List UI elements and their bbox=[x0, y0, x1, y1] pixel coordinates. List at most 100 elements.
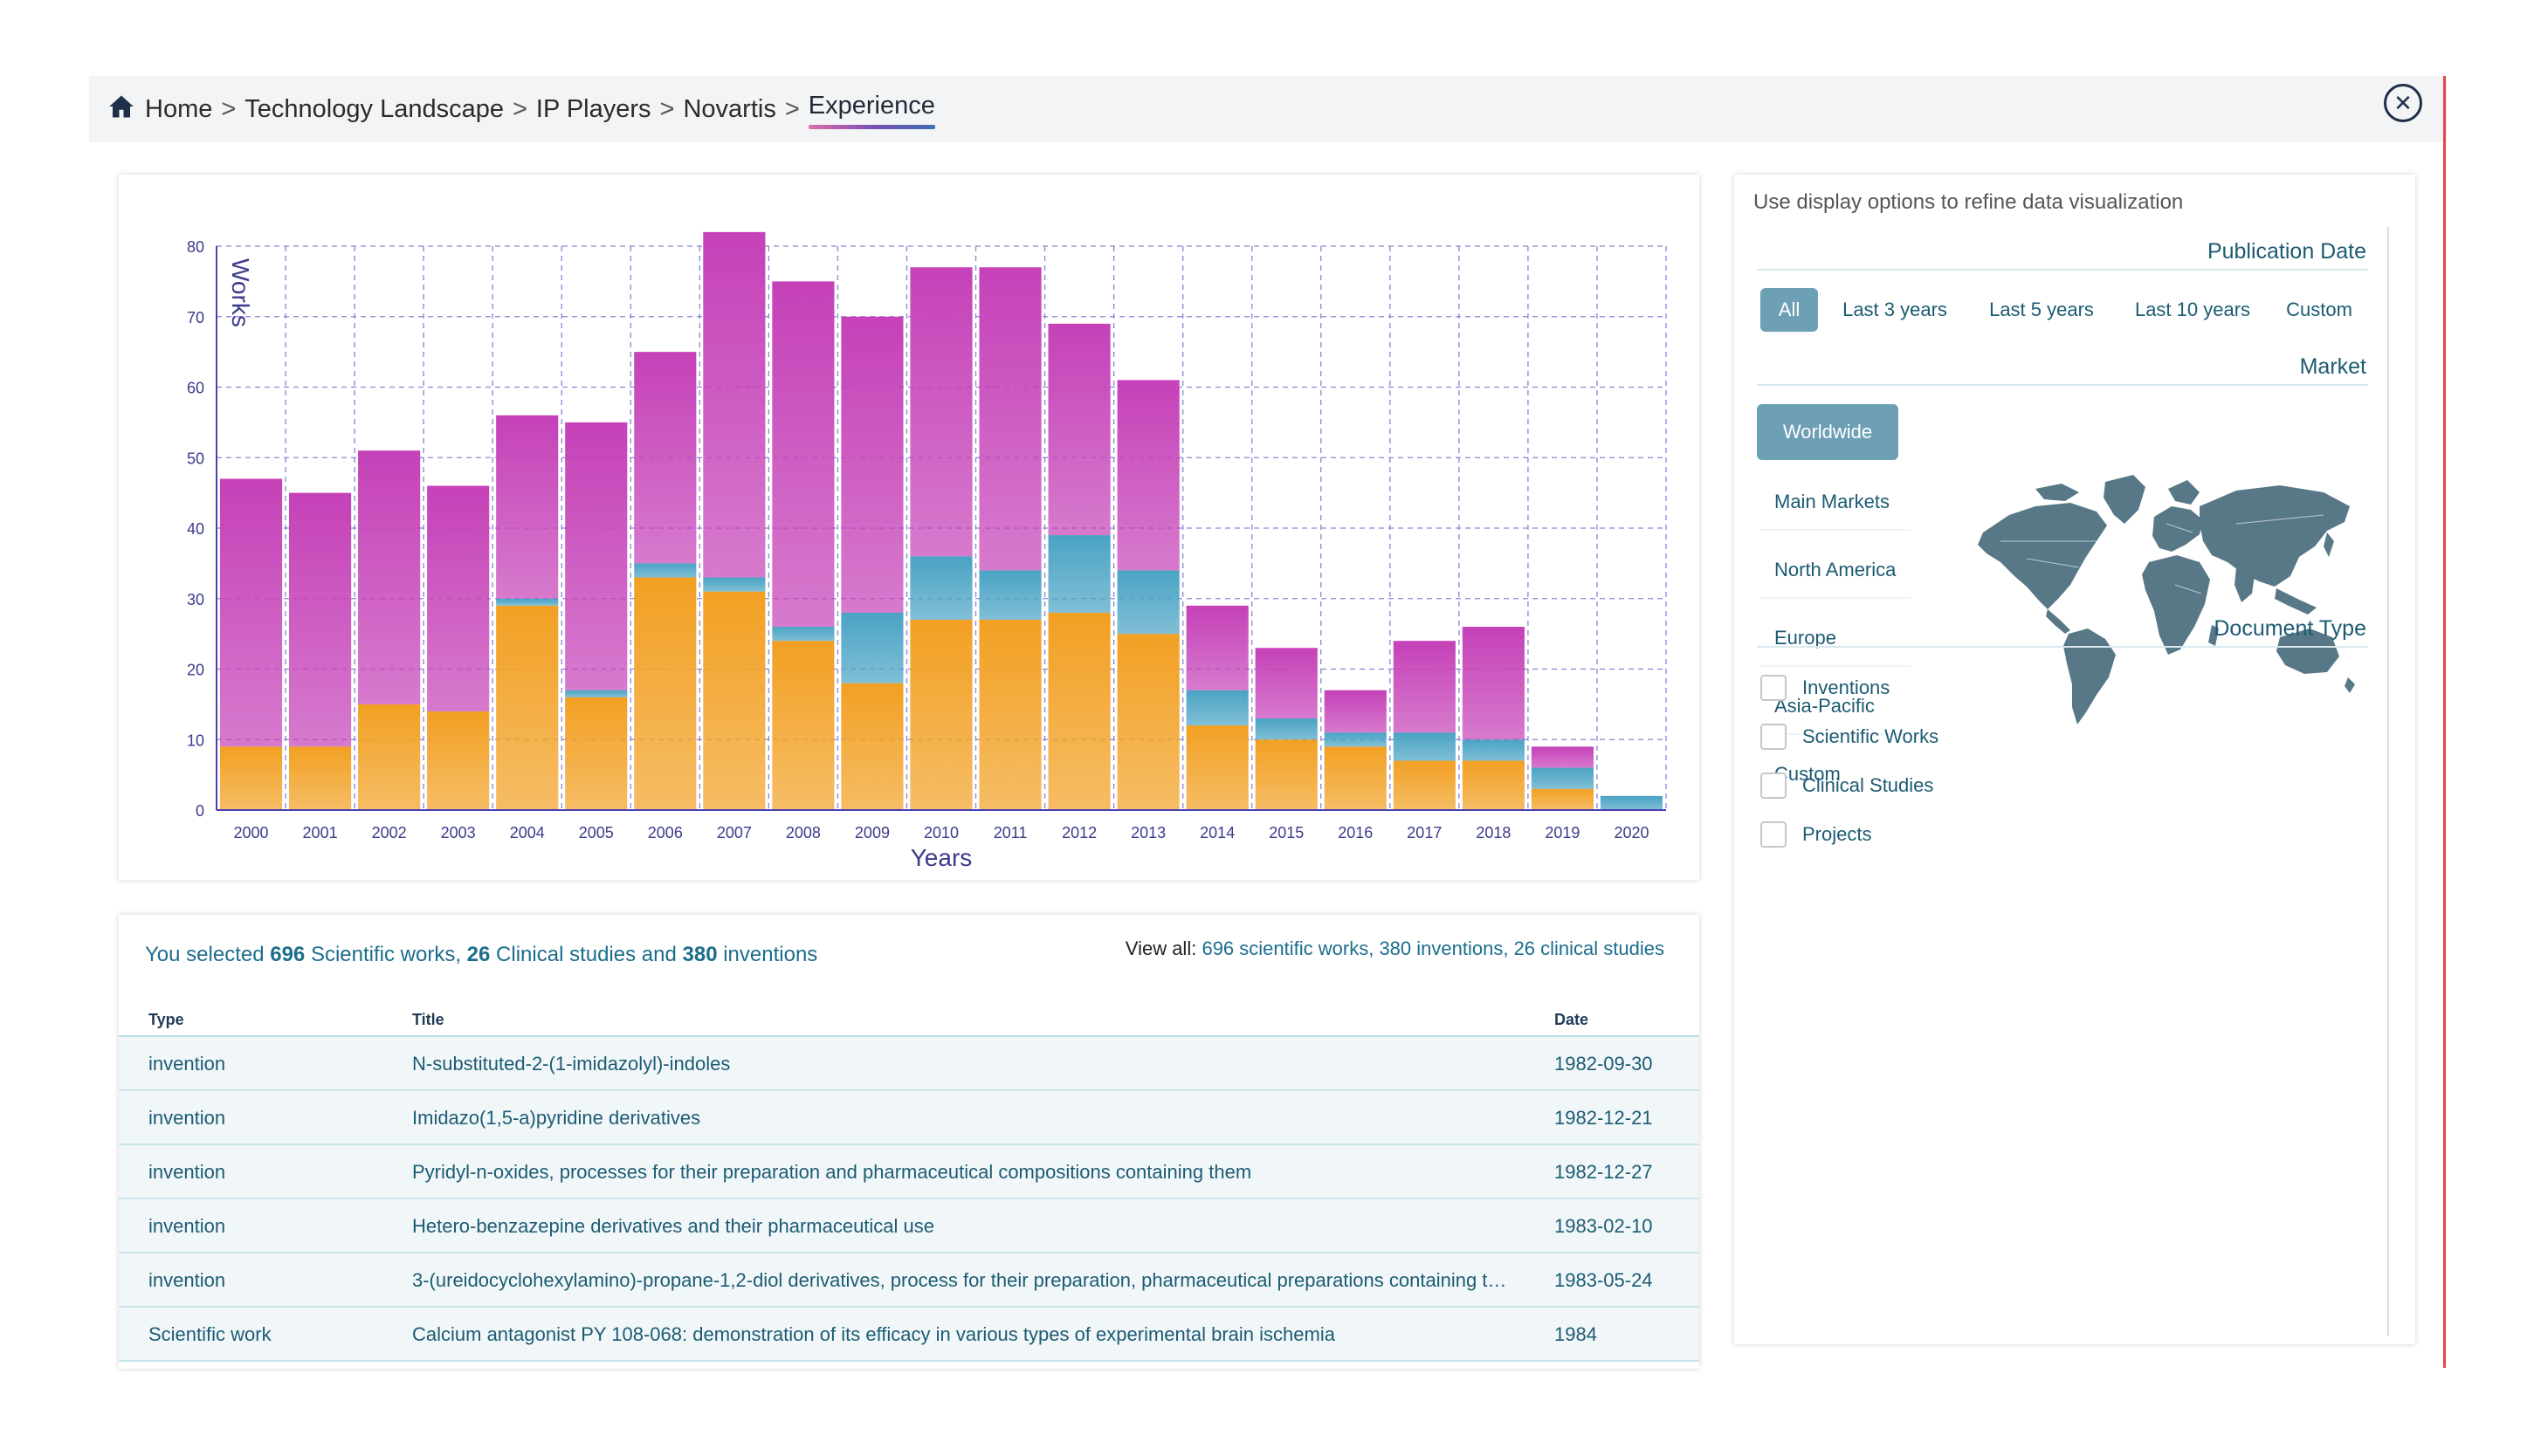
bar-segment bbox=[772, 627, 834, 641]
bar-segment bbox=[1187, 690, 1249, 725]
close-button[interactable]: ✕ bbox=[2384, 84, 2422, 122]
column-header-type[interactable]: Type bbox=[148, 1011, 393, 1029]
column-header-title[interactable]: Title bbox=[412, 1011, 1635, 1029]
bar-segment bbox=[1394, 732, 1456, 760]
panel-edge bbox=[2443, 76, 2446, 1368]
x-tick-label: 2016 bbox=[1338, 824, 1373, 841]
x-tick-label: 2000 bbox=[234, 824, 269, 841]
bar-segment bbox=[772, 641, 834, 810]
results-table-card: You selected 696 Scientific works, 26 Cl… bbox=[119, 915, 1699, 1369]
bar-segment bbox=[1049, 535, 1111, 613]
home-icon[interactable] bbox=[108, 93, 134, 120]
x-tick-label: 2008 bbox=[786, 824, 821, 841]
doctype-label: Clinical Studies bbox=[1802, 774, 1933, 797]
bar-segment bbox=[358, 450, 420, 704]
market-worldwide-button[interactable]: Worldwide bbox=[1757, 404, 1898, 460]
table-row[interactable]: invention Hetero-benzazepine derivatives… bbox=[119, 1199, 1699, 1253]
bar-segment bbox=[703, 232, 765, 578]
bar-segment bbox=[565, 697, 627, 810]
doctype-projects[interactable]: Projects bbox=[1760, 821, 1871, 848]
view-all-scientific-link[interactable]: 696 scientific works, bbox=[1202, 937, 1374, 959]
breadcrumb-ip-players[interactable]: IP Players bbox=[536, 95, 651, 124]
bar-segment bbox=[1118, 634, 1180, 810]
market-main-markets[interactable]: Main Markets bbox=[1774, 491, 1890, 513]
cell-date: 1982-12-27 bbox=[1554, 1161, 1685, 1184]
breadcrumb-novartis[interactable]: Novartis bbox=[683, 95, 775, 124]
world-map[interactable] bbox=[1974, 471, 2358, 733]
pubdate-custom-button[interactable]: Custom bbox=[2274, 288, 2365, 332]
cell-title: Imidazo(1,5-a)pyridine derivatives bbox=[412, 1107, 1635, 1130]
bar-segment bbox=[979, 570, 1041, 620]
bar-segment bbox=[1187, 606, 1249, 690]
view-all-inventions-link[interactable]: 380 inventions, bbox=[1379, 937, 1508, 959]
table-row[interactable]: invention Pyridyl-n-oxides, processes fo… bbox=[119, 1145, 1699, 1199]
bar-segment bbox=[910, 556, 972, 620]
y-tick-label: 80 bbox=[187, 238, 204, 256]
bar-segment bbox=[1049, 613, 1111, 810]
bar-segment bbox=[1601, 796, 1663, 810]
table-row[interactable]: invention Imidazo(1,5-a)pyridine derivat… bbox=[119, 1091, 1699, 1145]
cell-date: 1982-12-21 bbox=[1554, 1107, 1685, 1130]
clinical-studies-checkbox[interactable] bbox=[1760, 773, 1787, 799]
x-tick-label: 2019 bbox=[1545, 824, 1580, 841]
pubdate-last-10-years-button[interactable]: Last 10 years bbox=[2118, 288, 2267, 332]
pubdate-last-3-years-button[interactable]: Last 3 years bbox=[1825, 288, 1965, 332]
x-tick-label: 2002 bbox=[372, 824, 407, 841]
cell-type: invention bbox=[148, 1161, 393, 1184]
pubdate-all-button[interactable]: All bbox=[1760, 288, 1818, 332]
table-row[interactable]: invention 3-(ureidocyclohexylamino)-prop… bbox=[119, 1253, 1699, 1308]
y-tick-label: 60 bbox=[187, 380, 204, 397]
bar-segment bbox=[358, 704, 420, 810]
panel-scrollbar[interactable] bbox=[2387, 227, 2389, 1336]
scientific-works-checkbox[interactable] bbox=[1760, 724, 1787, 750]
works-by-year-chart: 0102030405060708020002001200220032004200… bbox=[119, 175, 1699, 880]
bar-segment bbox=[220, 478, 282, 746]
x-tick-label: 2014 bbox=[1200, 824, 1235, 841]
inventions-checkbox[interactable] bbox=[1760, 675, 1787, 701]
bar-segment bbox=[1325, 746, 1387, 810]
bar-segment bbox=[979, 267, 1041, 570]
pubdate-last-5-years-button[interactable]: Last 5 years bbox=[1972, 288, 2111, 332]
cell-date: 1983-02-10 bbox=[1554, 1215, 1685, 1238]
breadcrumb-home[interactable]: Home bbox=[145, 95, 212, 124]
column-header-date[interactable]: Date bbox=[1554, 1011, 1685, 1029]
bar-segment bbox=[1463, 739, 1525, 760]
cell-title: Calcium antagonist PY 108-068: demonstra… bbox=[412, 1323, 1635, 1346]
view-all-clinical-link[interactable]: 26 clinical studies bbox=[1514, 937, 1664, 959]
doctype-label: Scientific Works bbox=[1802, 725, 1938, 748]
cell-type: invention bbox=[148, 1053, 393, 1075]
y-tick-label: 20 bbox=[187, 662, 204, 679]
x-tick-label: 2018 bbox=[1476, 824, 1511, 841]
bar-segment bbox=[703, 592, 765, 810]
bar-segment bbox=[220, 746, 282, 810]
cell-type: Scientific work bbox=[148, 1323, 393, 1346]
doctype-clinical-studies[interactable]: Clinical Studies bbox=[1760, 772, 1933, 800]
selection-prefix: You selected bbox=[145, 943, 265, 966]
breadcrumb-experience: Experience bbox=[809, 92, 935, 120]
bar-segment bbox=[1532, 746, 1594, 767]
bar-segment bbox=[910, 620, 972, 810]
market-north-america[interactable]: North America bbox=[1774, 559, 1896, 581]
projects-checkbox[interactable] bbox=[1760, 821, 1787, 848]
selection-clinical-text: Clinical studies and bbox=[496, 943, 677, 966]
bar-segment bbox=[565, 690, 627, 697]
divider bbox=[1757, 269, 2368, 271]
bar-segment bbox=[496, 416, 558, 599]
bar-segment bbox=[565, 422, 627, 690]
table-row[interactable]: invention N-substituted-2-(1-imidazolyl)… bbox=[119, 1037, 1699, 1091]
x-tick-label: 2017 bbox=[1407, 824, 1442, 841]
doctype-scientific-works[interactable]: Scientific Works bbox=[1760, 723, 1938, 751]
bar-segment bbox=[979, 620, 1041, 810]
bar-segment bbox=[1256, 718, 1318, 739]
bar-segment bbox=[1256, 739, 1318, 810]
bar-segment bbox=[1394, 641, 1456, 732]
doctype-inventions[interactable]: Inventions bbox=[1760, 674, 1890, 702]
breadcrumb-technology-landscape[interactable]: Technology Landscape bbox=[244, 95, 504, 124]
bar-segment bbox=[1325, 732, 1387, 746]
bar-segment bbox=[841, 613, 903, 683]
table-row[interactable]: Scientific work Calcium antagonist PY 10… bbox=[119, 1308, 1699, 1362]
bar-segment bbox=[1325, 690, 1387, 732]
bar-segment bbox=[1532, 768, 1594, 789]
breadcrumb-separator: > bbox=[513, 95, 527, 124]
chart-card: 0102030405060708020002001200220032004200… bbox=[119, 175, 1699, 880]
